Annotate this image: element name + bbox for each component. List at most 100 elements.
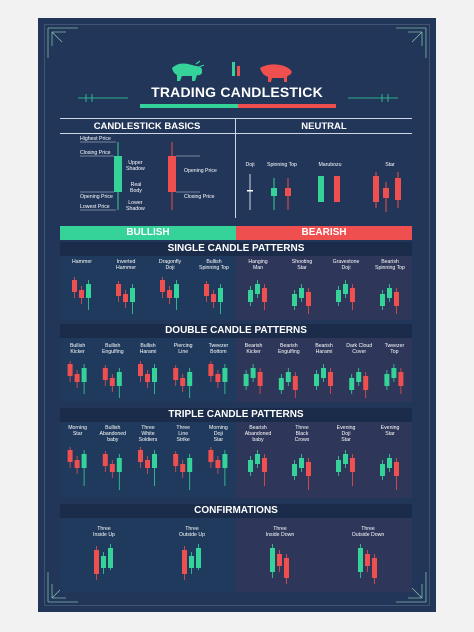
candle <box>394 288 399 314</box>
candle <box>262 454 267 486</box>
pattern-label: Dark Cloud Cover <box>346 343 373 355</box>
pattern-label: Bearish Spinning Top <box>375 259 405 271</box>
label-closing-price: Closing Price <box>80 150 111 156</box>
candle <box>222 364 228 394</box>
candle <box>336 456 341 476</box>
candle <box>102 451 108 472</box>
candle <box>187 368 193 398</box>
pattern-label: Bullish Spinning Top <box>199 259 229 271</box>
pattern-label: Bullish Engulfing <box>101 343 124 355</box>
candle <box>380 290 385 310</box>
pattern-label: Hammer <box>72 259 92 265</box>
candle <box>102 365 108 386</box>
candle <box>248 456 253 476</box>
neutral-candles <box>247 172 401 212</box>
candle <box>257 368 263 394</box>
bearish-header: BEARISH <box>236 226 412 240</box>
candle <box>145 370 150 388</box>
pattern-label: Three White Soldiers <box>138 425 158 443</box>
bear-icon <box>260 64 292 82</box>
candle <box>215 456 221 474</box>
candle <box>138 447 143 468</box>
candle <box>277 550 282 572</box>
candle <box>145 456 150 474</box>
divider <box>60 118 412 119</box>
candle <box>372 554 377 584</box>
divider-vertical <box>235 118 236 218</box>
candle <box>292 290 297 310</box>
label-upper-shadow: Upper Shadow <box>126 160 145 172</box>
candle <box>391 364 397 382</box>
candle <box>79 286 84 304</box>
candle <box>215 370 221 388</box>
candle <box>94 546 99 580</box>
poster-frame <box>44 24 430 606</box>
candle <box>356 368 362 386</box>
pattern-label: Bullish Kicker <box>69 343 86 355</box>
confirmations-bullish-panel <box>60 518 236 592</box>
single-title: SINGLE CANDLE PATTERNS <box>60 242 412 256</box>
candle <box>130 284 135 314</box>
candle <box>349 374 355 394</box>
candle <box>262 284 267 310</box>
candle <box>116 368 122 398</box>
candle <box>292 372 298 398</box>
candle <box>350 454 355 486</box>
candle <box>222 450 228 486</box>
candle <box>328 368 333 394</box>
pattern-label: Three Inside Down <box>265 526 295 538</box>
label-closing-price-right: Closing Price <box>184 194 215 200</box>
candle <box>108 544 113 570</box>
label-lower-shadow: Lower Shadow <box>126 200 145 212</box>
pattern-label: Shooting Star <box>291 259 313 271</box>
candle <box>218 284 223 314</box>
candle <box>380 460 385 480</box>
pattern-label: Bullish Abandoned baby <box>99 425 127 443</box>
candle <box>204 281 209 302</box>
basics-diagram: Highest Price Closing Price Opening Pric… <box>60 132 234 218</box>
pattern-label: Bearish Harami <box>315 343 333 355</box>
candle <box>208 361 214 382</box>
candle <box>152 364 157 394</box>
candle <box>138 361 143 382</box>
candle <box>173 365 179 386</box>
pattern-label: Inverted Hammer <box>116 259 136 271</box>
candle <box>116 281 121 302</box>
neutral-label-marubozu: Marubozu <box>318 162 342 168</box>
title-underline-bear <box>238 104 336 108</box>
candle <box>255 280 260 298</box>
candle <box>365 550 370 572</box>
candle <box>387 454 392 472</box>
candle <box>167 286 172 304</box>
neutral-diagram: Doji Spinning Top Marubozu Star <box>236 132 412 218</box>
candle <box>343 280 348 298</box>
pattern-label: Bearish Engulfing <box>277 343 300 355</box>
poster-title: TRADING CANDLESTICK <box>151 84 323 100</box>
candle <box>363 372 369 398</box>
title-underline-bull <box>140 104 238 108</box>
candle <box>314 370 319 390</box>
candle <box>196 544 201 570</box>
candle <box>101 552 106 574</box>
label-opening-price-right: Opening Price <box>184 168 217 174</box>
pattern-label: Piercing Line <box>173 343 193 355</box>
pattern-label: Three Outside Up <box>179 526 205 538</box>
candle <box>123 290 128 308</box>
pattern-label: Tweezer Bottom <box>208 343 229 355</box>
neutral-label-star: Star <box>385 162 395 168</box>
confirmations-bearish-panel <box>236 518 412 592</box>
pattern-label: Bearish Abandoned baby <box>244 425 272 443</box>
candle <box>109 460 115 478</box>
poster: TRADING CANDLESTICK CANDLESTICK BASICS N… <box>38 18 436 612</box>
pattern-label: Gravestone Doji <box>332 259 360 271</box>
pattern-label: Bearish Kicker <box>244 343 263 355</box>
divider <box>60 133 412 134</box>
confirmations-title: CONFIRMATIONS <box>60 504 412 518</box>
candle <box>387 284 392 302</box>
label-opening-price: Opening Price <box>80 194 113 200</box>
pattern-label: Three Outside Down <box>351 526 385 538</box>
pattern-label: Three Inside Up <box>93 526 115 538</box>
candle <box>248 286 253 306</box>
pattern-label: Tweezer Top <box>384 343 405 355</box>
pattern-label: Dragonfly Doji <box>158 259 182 271</box>
